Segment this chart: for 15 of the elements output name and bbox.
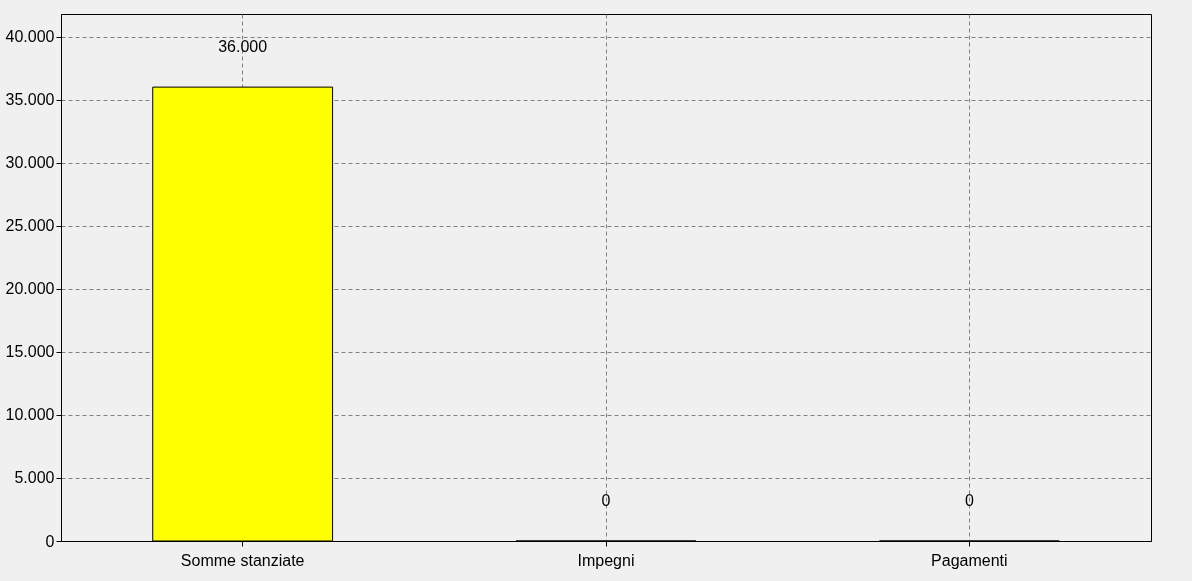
y-tick-label: 15.000 bbox=[5, 343, 55, 361]
data-label: 0 bbox=[964, 492, 974, 509]
y-tick-label: 10.000 bbox=[5, 406, 55, 424]
x-tick-label: Somme stanziate bbox=[180, 551, 305, 569]
y-tick-label: 0 bbox=[45, 532, 55, 550]
y-tick-label: 5.000 bbox=[14, 469, 55, 487]
y-tick-label: 35.000 bbox=[5, 91, 55, 109]
data-label: 36.000 bbox=[218, 38, 268, 56]
y-tick-label: 20.000 bbox=[5, 280, 55, 298]
y-tick-label: 40.000 bbox=[5, 28, 55, 46]
x-tick-label: Pagamenti bbox=[931, 551, 1008, 569]
y-tick-label: 25.000 bbox=[5, 217, 55, 235]
y-tick-label: 30.000 bbox=[5, 154, 55, 172]
data-label: 0 bbox=[601, 492, 611, 509]
x-tick-label: Impegni bbox=[577, 551, 635, 569]
